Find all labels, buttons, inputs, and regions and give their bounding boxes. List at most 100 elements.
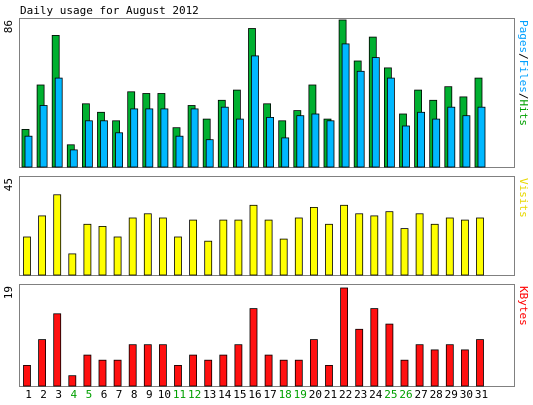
bar-bottom-s0-day-4 [68, 375, 77, 387]
panel-series-label: KBytes [517, 286, 530, 326]
bar-bottom-s0-day-28 [430, 349, 439, 387]
panel-top: 86 Pages/Files/Hits [2, 18, 530, 168]
bar-bottom-s0-day-5 [83, 354, 92, 387]
bar-middle-s0-day-10 [158, 217, 167, 276]
panel-frame [19, 18, 515, 168]
bar-middle-s0-day-9 [143, 213, 152, 276]
day-label-22: 22 [339, 388, 352, 401]
day-label-18: 18 [279, 388, 292, 401]
bar-top-s1-day-15 [235, 118, 244, 168]
bar-middle-s0-day-20 [309, 206, 318, 276]
day-label-19: 19 [294, 388, 307, 401]
day-label-4: 4 [70, 388, 77, 401]
bar-middle-s0-day-31 [476, 217, 484, 276]
bar-bottom-s0-day-25 [385, 323, 394, 387]
bar-bottom-s0-day-14 [219, 354, 228, 387]
day-label-1: 1 [25, 388, 32, 401]
bar-bottom-s0-day-18 [279, 359, 288, 387]
bar-bottom-s0-day-15 [234, 344, 243, 387]
day-label-9: 9 [146, 388, 153, 401]
panel-frame [19, 176, 515, 276]
bar-middle-s0-day-24 [370, 215, 379, 276]
bar-middle-s0-day-2 [38, 215, 46, 276]
bar-middle-s0-day-7 [113, 236, 122, 276]
day-label-3: 3 [55, 388, 62, 401]
bar-top-s1-day-25 [386, 77, 395, 168]
day-label-11: 11 [173, 388, 186, 401]
panel-max-label: 86 [2, 20, 15, 33]
bar-bottom-s0-day-17 [264, 354, 273, 387]
bar-middle-s0-day-29 [445, 217, 454, 276]
bar-top-s1-day-5 [85, 120, 93, 168]
bar-middle-s0-day-16 [249, 204, 258, 276]
bar-bottom-s0-day-21 [325, 364, 333, 387]
bar-top-s1-day-3 [54, 77, 63, 168]
day-label-21: 21 [324, 388, 337, 401]
day-label-13: 13 [203, 388, 216, 401]
bar-middle-s0-day-21 [325, 223, 333, 276]
bar-bottom-s0-day-10 [158, 344, 167, 387]
day-label-10: 10 [158, 388, 171, 401]
bar-top-s1-day-27 [417, 111, 426, 168]
bar-bottom-s0-day-30 [460, 349, 469, 387]
day-label-26: 26 [399, 388, 412, 401]
day-labels: 1 2 3 4 5 6 7 8 9 10 11 12 13 14 15 16 17 18 19 20 21 22 23 24 2… [25, 388, 488, 401]
day-label-7: 7 [116, 388, 123, 401]
panel-series-label: Visits [517, 178, 530, 218]
day-label-17: 17 [263, 388, 276, 401]
bar-middle-s0-day-13 [204, 240, 213, 276]
panel-series-label: Pages/Files/Hits [517, 20, 530, 126]
chart-panels: 86 Pages/Files/Hits 45 Visits 19 KBytes [2, 18, 530, 387]
bar-top-s1-day-28 [432, 118, 441, 168]
day-label-29: 29 [445, 388, 458, 401]
bar-top-s1-day-31 [477, 106, 486, 168]
bar-top-s1-day-30 [462, 115, 471, 168]
bar-bottom-s0-day-26 [400, 359, 409, 387]
bar-middle-s0-day-18 [279, 238, 288, 276]
bar-top-s1-day-13 [205, 139, 214, 168]
panel-max-label: 19 [2, 286, 15, 299]
bar-middle-s0-day-4 [68, 253, 77, 276]
bar-top-s1-day-9 [145, 108, 154, 168]
bar-top-s1-day-8 [130, 108, 139, 168]
bar-top-s1-day-17 [266, 117, 275, 168]
panel-bottom: 19 KBytes [2, 284, 530, 387]
bar-bottom-s0-day-19 [294, 359, 303, 387]
bar-bottom-s0-day-1 [23, 364, 31, 387]
bar-bottom-s0-day-24 [370, 308, 379, 387]
bar-top-s1-day-14 [220, 106, 229, 168]
day-label-14: 14 [218, 388, 232, 401]
day-label-24: 24 [369, 388, 383, 401]
bar-middle-s0-day-19 [294, 217, 303, 276]
bar-top-s1-day-21 [326, 120, 335, 168]
day-label-23: 23 [354, 388, 367, 401]
bar-bottom-s0-day-31 [476, 339, 484, 387]
chart-title: Daily usage for August 2012 [20, 4, 199, 17]
bar-middle-s0-day-6 [98, 225, 107, 276]
bar-middle-s0-day-15 [234, 219, 243, 276]
day-label-2: 2 [40, 388, 47, 401]
bar-bottom-s0-day-3 [53, 313, 62, 387]
bar-middle-s0-day-12 [189, 219, 198, 276]
bar-top-s1-day-6 [100, 120, 108, 168]
bar-bottom-s0-day-16 [249, 308, 258, 387]
bar-bottom-s0-day-8 [128, 344, 137, 387]
bar-bottom-s0-day-7 [113, 359, 122, 387]
bar-middle-s0-day-22 [340, 204, 349, 276]
bar-bottom-s0-day-9 [143, 344, 152, 387]
day-label-20: 20 [309, 388, 322, 401]
bar-top-s1-day-22 [341, 43, 350, 168]
bar-top-s1-day-1 [24, 135, 33, 168]
bar-top-s1-day-23 [356, 70, 365, 168]
bar-middle-s0-day-28 [430, 223, 439, 276]
bar-top-s1-day-19 [296, 115, 305, 168]
panel-frame [19, 284, 515, 387]
day-label-15: 15 [233, 388, 246, 401]
bar-top-s1-day-16 [251, 55, 259, 168]
bar-middle-s0-day-1 [23, 236, 31, 276]
day-label-28: 28 [430, 388, 443, 401]
bar-top-s1-day-2 [39, 105, 48, 168]
bar-bottom-s0-day-11 [174, 364, 182, 387]
bar-middle-s0-day-30 [460, 219, 469, 276]
